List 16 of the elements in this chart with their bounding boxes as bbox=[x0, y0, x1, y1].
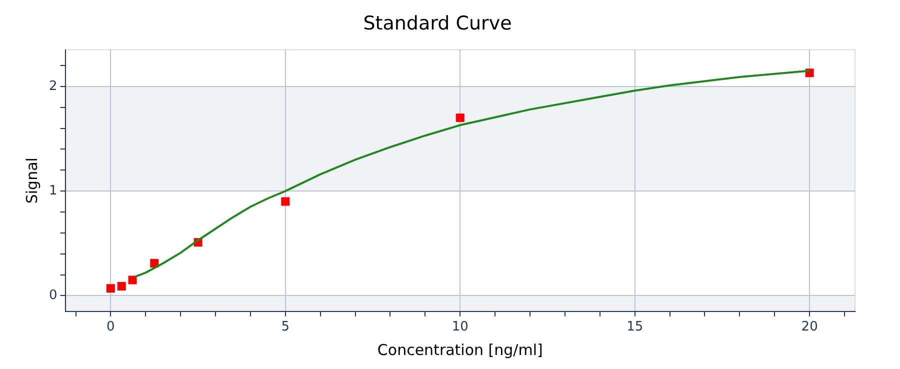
point bbox=[128, 276, 137, 284]
y-tick-label: 1 bbox=[48, 183, 58, 198]
point bbox=[281, 197, 290, 206]
y-tick-label: 2 bbox=[48, 78, 58, 94]
x-tick-label: 5 bbox=[281, 320, 290, 335]
x-tick-label: 20 bbox=[801, 320, 818, 335]
x-axis-title: Concentration [ng/ml] bbox=[377, 340, 543, 359]
x-tick-label: 15 bbox=[626, 320, 644, 335]
y-axis-title: Signal bbox=[22, 158, 41, 204]
x-tick-label: 10 bbox=[452, 320, 468, 335]
point bbox=[117, 282, 126, 291]
y-tick-label: 0 bbox=[48, 288, 58, 304]
x-tick-label: 0 bbox=[106, 320, 115, 335]
point bbox=[456, 114, 464, 122]
chart-title: Standard Curve bbox=[363, 12, 512, 34]
point bbox=[106, 284, 115, 293]
